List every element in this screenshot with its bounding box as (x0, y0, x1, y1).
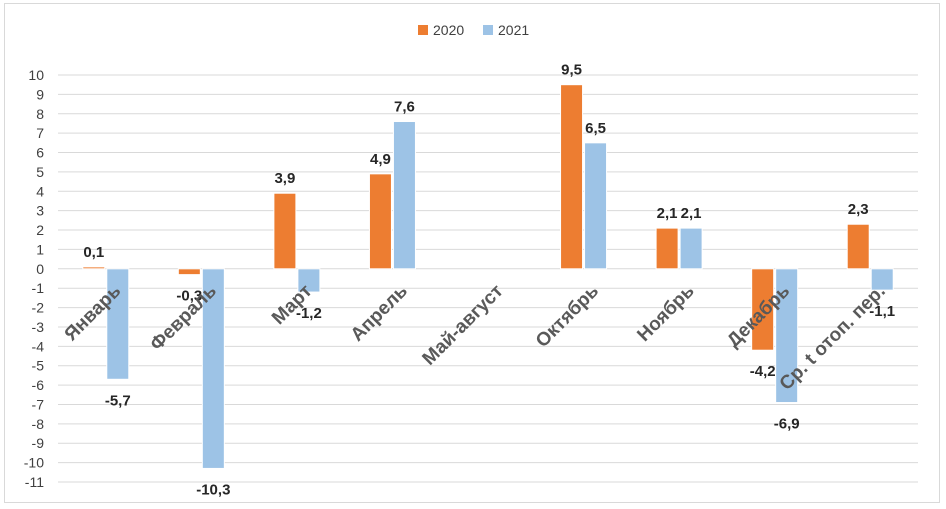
category-label: Ноябрь (633, 281, 698, 346)
data-label: 7,6 (394, 99, 415, 116)
y-tick-label: 9 (36, 86, 44, 102)
bar-2020 (846, 223, 870, 270)
y-tick-label: -10 (24, 455, 44, 471)
data-label: 4,9 (370, 151, 391, 168)
y-tick-label: 4 (36, 183, 44, 199)
data-label: -4,2 (750, 363, 776, 380)
data-label: -1,1 (869, 303, 895, 320)
chart-frame (4, 3, 940, 503)
y-tick-label: -6 (32, 377, 45, 393)
bar-2021 (679, 227, 703, 270)
data-label: 6,5 (585, 120, 606, 137)
y-tick-label: -7 (32, 396, 45, 412)
y-tick-label: 8 (36, 106, 44, 122)
legend-swatch-2021 (483, 25, 493, 35)
data-label: 2,1 (681, 205, 702, 222)
bar-2020 (368, 173, 392, 270)
bar-2020 (273, 192, 297, 270)
category-label: Апрель (347, 281, 412, 346)
bar-2021 (297, 268, 321, 293)
bar-2021 (201, 268, 225, 469)
bar-2021 (775, 268, 799, 404)
y-tick-label: 0 (36, 261, 44, 277)
bar-2020 (560, 84, 584, 270)
y-tick-label: -11 (25, 474, 44, 490)
data-label: -1,2 (296, 305, 322, 322)
data-label: 0,1 (83, 244, 104, 261)
y-tick-label: 2 (36, 222, 44, 238)
y-tick-label: 6 (36, 145, 44, 161)
bar-2021 (870, 268, 894, 291)
data-label: 2,3 (848, 201, 869, 218)
y-tick-label: -4 (32, 338, 45, 354)
y-tick-label: 10 (28, 67, 44, 83)
bar-2020 (82, 266, 106, 270)
data-label: 2,1 (657, 205, 678, 222)
y-tick-label: -2 (32, 300, 45, 316)
bar-2020 (177, 268, 201, 276)
y-tick-label: -1 (32, 280, 45, 296)
bar-2020 (751, 268, 775, 351)
legend-label: 2021 (498, 22, 529, 38)
y-tick-label: 7 (36, 125, 44, 141)
data-label: -6,9 (774, 416, 800, 433)
category-label: Октябрь (532, 281, 603, 352)
y-tick-label: -5 (32, 358, 45, 374)
y-tick-label: -3 (32, 319, 45, 335)
y-tick-label: -9 (32, 435, 45, 451)
data-label: 9,5 (561, 62, 582, 79)
data-label: -10,3 (196, 481, 230, 498)
data-label: -0,3 (176, 288, 202, 305)
y-tick-label: 1 (36, 241, 44, 257)
y-tick-label: 3 (36, 203, 44, 219)
category-label: Май-август (419, 281, 508, 370)
bar-2021 (392, 121, 416, 270)
data-label: -5,7 (105, 392, 131, 409)
bar-2020 (655, 227, 679, 270)
y-tick-label: 5 (36, 164, 44, 180)
data-label: 3,9 (274, 170, 295, 187)
legend-swatch-2020 (418, 25, 428, 35)
bar-2021 (106, 268, 130, 380)
bar-2021 (584, 142, 608, 270)
y-tick-label: -8 (32, 416, 45, 432)
legend-label: 2020 (433, 22, 464, 38)
